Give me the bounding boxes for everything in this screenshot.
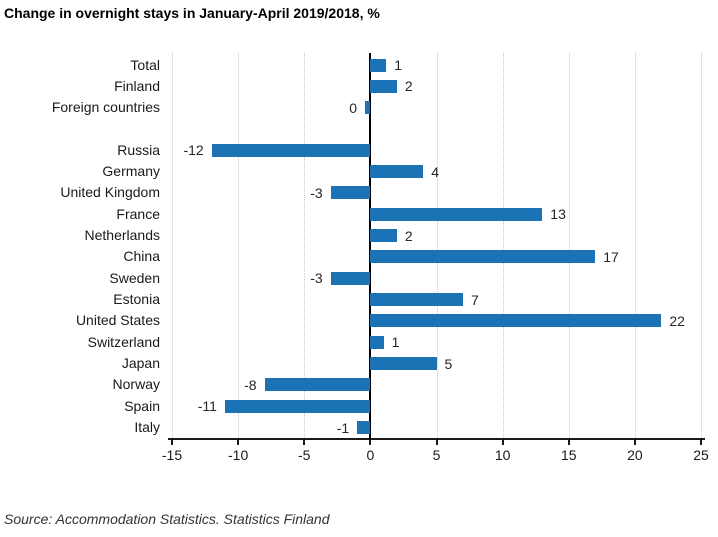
x-tick	[567, 440, 570, 445]
category-label: Foreign countries	[51, 99, 160, 116]
bar-value-label: 4	[431, 163, 440, 180]
bar	[370, 250, 596, 264]
category-label: Spain	[124, 397, 160, 414]
bar	[224, 399, 371, 413]
x-tick-label: 5	[432, 447, 441, 463]
bar-value-label: -1	[336, 419, 350, 436]
bar	[330, 271, 371, 285]
zero-axis-line	[369, 53, 372, 440]
bar-value-label: 2	[404, 227, 413, 244]
gridline	[436, 53, 438, 438]
x-tick-label: 20	[627, 447, 643, 463]
bar-value-label: 5	[444, 355, 453, 372]
bar-value-label: -11	[197, 398, 217, 415]
category-label: Germany	[102, 163, 160, 180]
x-tick-label: 10	[494, 447, 511, 463]
x-tick-label: 0	[366, 447, 375, 463]
category-label: Total	[130, 56, 160, 73]
bar	[370, 229, 397, 243]
bar	[370, 165, 424, 179]
x-tick	[171, 440, 173, 445]
bar	[370, 335, 384, 349]
bar-value-label: -3	[310, 184, 323, 201]
plot-area: -15 -10 -5 0 5 10 15 20 25 1 2 0 -12 4 -3 13 2 17 -3 7 22 1 5-…	[162, 53, 709, 463]
bar	[370, 357, 437, 371]
x-tick	[501, 440, 504, 445]
category-label: Japan	[121, 355, 160, 372]
x-tick-label: -10	[228, 447, 249, 463]
gridline	[238, 53, 240, 438]
x-tick	[237, 440, 240, 445]
bar-value-label: 22	[669, 312, 685, 329]
bar-value-label: -12	[183, 142, 204, 159]
bar	[370, 314, 662, 328]
gridline	[304, 53, 306, 438]
bar	[264, 378, 371, 392]
bar-value-label: 0	[349, 99, 358, 116]
x-tick	[303, 440, 306, 445]
bar-value-label: 7	[470, 291, 479, 308]
category-label: Netherlands	[84, 227, 161, 244]
bar-value-label: 13	[550, 206, 566, 223]
x-tick-label: 25	[693, 447, 709, 463]
category-label: Russia	[117, 141, 160, 158]
category-label: Sweden	[109, 269, 160, 286]
category-label: France	[116, 205, 160, 222]
x-tick	[369, 440, 372, 445]
bar	[357, 421, 371, 435]
x-tick-label: 15	[560, 447, 577, 463]
gridline	[634, 53, 636, 438]
bar	[370, 79, 397, 93]
bar-value-label: 1	[391, 334, 400, 351]
category-label: Estonia	[113, 291, 160, 308]
category-label: China	[123, 248, 160, 265]
category-label: United Kingdom	[60, 184, 160, 201]
bar	[370, 207, 543, 221]
bar-value-label: -3	[310, 270, 323, 287]
x-tick	[700, 440, 702, 445]
x-tick	[633, 440, 636, 445]
category-label: Italy	[134, 419, 160, 436]
bar	[370, 58, 387, 72]
category-label: Switzerland	[87, 333, 160, 350]
gridline	[502, 53, 504, 438]
source-note: Source: Accommodation Statistics. Statis…	[4, 511, 330, 527]
chart-title: Change in overnight stays in January-Apr…	[4, 5, 380, 21]
gridline	[701, 53, 702, 438]
bar	[211, 143, 371, 157]
category-label: United States	[75, 312, 160, 329]
bar	[365, 101, 371, 115]
gridline	[568, 53, 570, 438]
gridline	[172, 53, 173, 438]
bar-value-label: -8	[244, 376, 257, 393]
x-tick-label: -15	[161, 447, 183, 463]
bar	[330, 186, 371, 200]
category-label: Norway	[112, 376, 160, 393]
bar-value-label: 17	[603, 248, 619, 265]
bar-value-label: 2	[404, 78, 413, 95]
x-tick-label: -5	[298, 447, 311, 463]
bar	[370, 293, 463, 307]
bar-value-label: 1	[394, 57, 403, 73]
x-tick	[435, 440, 438, 445]
category-label: Finland	[114, 77, 160, 94]
x-axis-line	[168, 438, 705, 440]
